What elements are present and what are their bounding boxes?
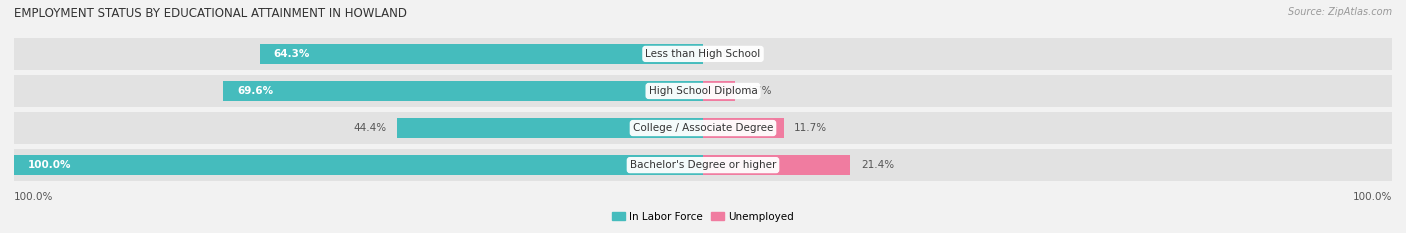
- Bar: [14, 75, 1392, 107]
- Bar: [14, 149, 1392, 181]
- Text: 100.0%: 100.0%: [28, 160, 72, 170]
- Text: Source: ZipAtlas.com: Source: ZipAtlas.com: [1288, 7, 1392, 17]
- Text: Bachelor's Degree or higher: Bachelor's Degree or higher: [630, 160, 776, 170]
- Bar: [703, 155, 851, 175]
- Text: 4.7%: 4.7%: [745, 86, 772, 96]
- Text: 100.0%: 100.0%: [1353, 192, 1392, 202]
- Bar: [14, 112, 1392, 144]
- Bar: [396, 118, 703, 138]
- Bar: [14, 38, 1392, 70]
- Bar: [224, 81, 703, 101]
- Bar: [260, 44, 703, 64]
- Text: 100.0%: 100.0%: [14, 192, 53, 202]
- Bar: [703, 118, 783, 138]
- Bar: [703, 81, 735, 101]
- Text: EMPLOYMENT STATUS BY EDUCATIONAL ATTAINMENT IN HOWLAND: EMPLOYMENT STATUS BY EDUCATIONAL ATTAINM…: [14, 7, 408, 20]
- Text: 0.0%: 0.0%: [713, 49, 740, 59]
- Bar: [14, 155, 703, 175]
- Text: 69.6%: 69.6%: [238, 86, 273, 96]
- Text: 11.7%: 11.7%: [794, 123, 827, 133]
- Text: 21.4%: 21.4%: [860, 160, 894, 170]
- Text: 44.4%: 44.4%: [354, 123, 387, 133]
- Text: Less than High School: Less than High School: [645, 49, 761, 59]
- Text: High School Diploma: High School Diploma: [648, 86, 758, 96]
- Legend: In Labor Force, Unemployed: In Labor Force, Unemployed: [613, 212, 793, 222]
- Text: College / Associate Degree: College / Associate Degree: [633, 123, 773, 133]
- Text: 64.3%: 64.3%: [274, 49, 311, 59]
